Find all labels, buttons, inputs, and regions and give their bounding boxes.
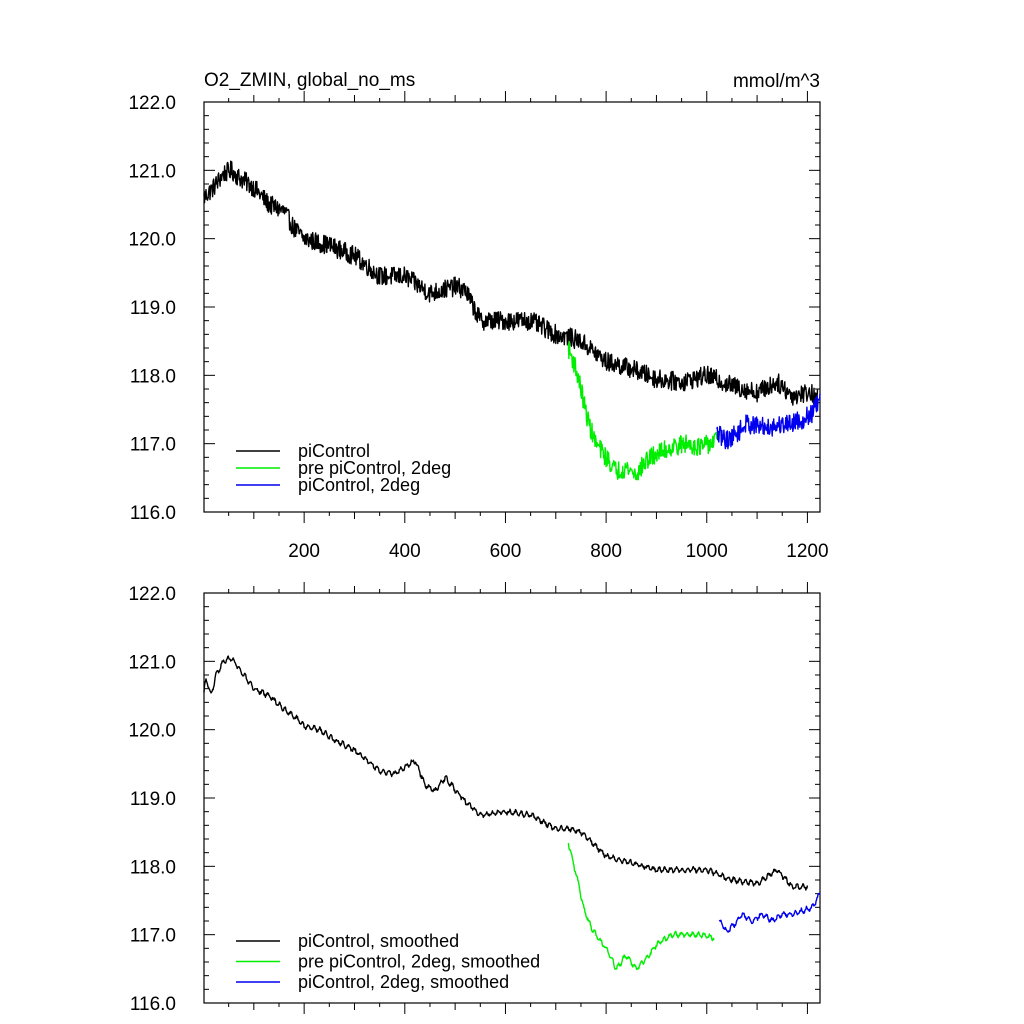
top-y-tick-label: 117.0	[130, 435, 176, 456]
top-legend-label-3: piControl, 2deg	[298, 475, 420, 495]
bottom-y-tick-label: 121.0	[128, 652, 176, 673]
bottom-legend-label-3: piControl, 2deg, smoothed	[298, 972, 509, 992]
bottom-y-tick-label: 116.0	[130, 994, 176, 1015]
bottom-series-3-line	[718, 892, 821, 933]
bottom-series-2-line	[567, 842, 715, 971]
top-series-2-line	[567, 340, 718, 481]
bottom-series-1-line	[203, 655, 809, 891]
top-y-tick-label: 121.0	[128, 161, 176, 182]
bottom-y-tick-label: 117.0	[130, 926, 176, 947]
bottom-panel: 116.0 117.0 118.0 119.0 120.0 121.0 122.0 piCon…	[128, 582, 821, 1015]
bottom-y-tick-label: 122.0	[128, 584, 176, 605]
top-y-tick-label: 116.0	[130, 503, 176, 524]
top-x-tick-label: 1000	[686, 541, 728, 562]
top-series-3-line	[716, 393, 821, 450]
top-series-1-line	[203, 160, 819, 406]
bottom-plot-frame	[203, 592, 821, 1004]
top-chart-title: O2_ZMIN, global_no_ms	[204, 70, 415, 91]
top-y-tick-label: 118.0	[130, 366, 176, 387]
bottom-y-tick-label: 118.0	[130, 857, 176, 878]
top-chart-units: mmol/m^3	[733, 71, 820, 92]
top-legend-label-2: pre piControl, 2deg	[298, 458, 451, 478]
top-x-tick-label: 200	[288, 541, 320, 562]
top-y-tick-label: 120.0	[128, 230, 176, 251]
top-panel: O2_ZMIN, global_no_ms mmol/m^3 116.0 117.…	[128, 70, 828, 562]
bottom-legend-label-2: pre piControl, 2deg, smoothed	[298, 952, 540, 972]
top-y-tick-label: 119.0	[130, 298, 176, 319]
bottom-y-tick-label: 120.0	[128, 721, 176, 742]
bottom-y-tick-label: 119.0	[130, 789, 176, 810]
top-x-tick-label: 1200	[786, 541, 828, 562]
top-y-tick-label: 122.0	[128, 93, 176, 114]
top-x-tick-label: 400	[389, 541, 421, 562]
top-x-tick-label: 600	[490, 541, 522, 562]
top-x-tick-label: 800	[590, 541, 622, 562]
top-plot-frame	[203, 101, 821, 513]
bottom-legend-label-1: piControl, smoothed	[298, 931, 459, 951]
top-legend-label-1: piControl	[298, 441, 370, 461]
